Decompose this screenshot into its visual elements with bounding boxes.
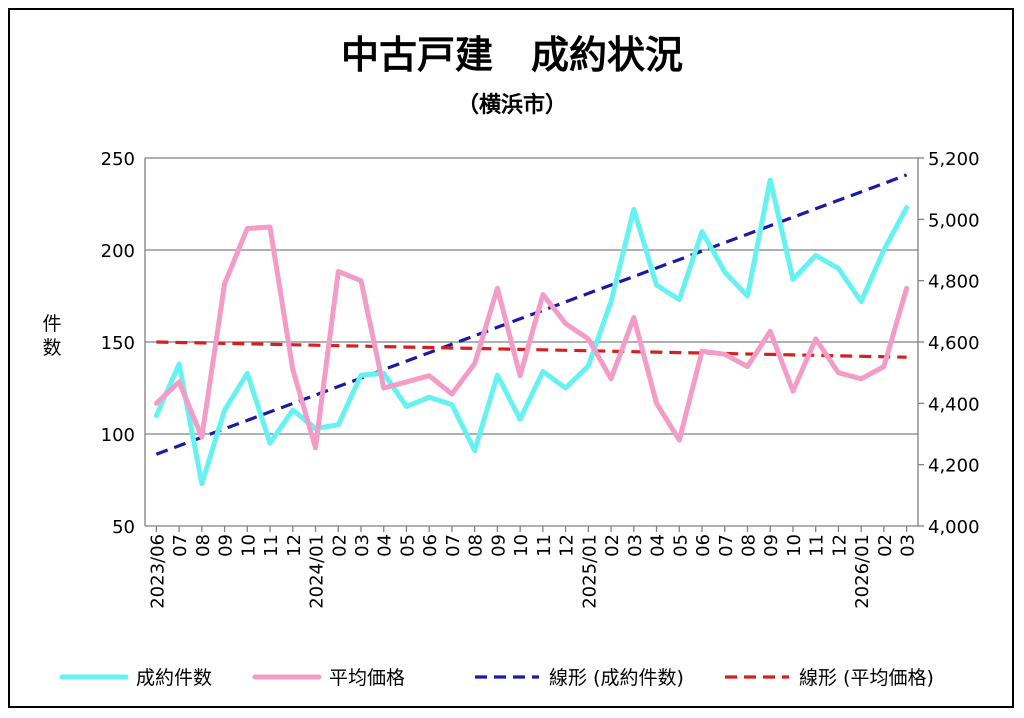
y-right-tick-label: 5,000 (928, 210, 980, 231)
chart-frame (8, 8, 1014, 708)
x-tick-label: 09 (216, 534, 237, 557)
y-right-tick-label: 4,600 (928, 333, 980, 354)
x-tick-label: 2023/06 (147, 534, 168, 609)
legend-label: 線形 (平均価格) (799, 667, 934, 689)
x-tick-label: 04 (648, 534, 669, 557)
legend-label: 成約件数 (136, 667, 212, 689)
x-tick-label: 03 (898, 534, 919, 557)
series-line (153, 177, 910, 487)
series-line (155, 173, 908, 456)
series-line (156, 340, 907, 359)
series-group (153, 173, 910, 487)
y-right-tick-label: 4,000 (928, 517, 980, 538)
x-tick-label: 2024/01 (307, 534, 328, 609)
y-tick-label: 100 (101, 425, 135, 446)
chart-subtitle: （横浜市） (457, 92, 567, 118)
series-line (153, 224, 910, 451)
legend-label: 平均価格 (329, 667, 405, 689)
x-tick-label: 08 (738, 534, 759, 557)
x-tick-label: 04 (375, 534, 396, 557)
legend: 成約件数 平均価格 線形 (成約件数) 線形 (平均価格) (59, 667, 934, 689)
y-tick-label: 50 (112, 517, 135, 538)
y-right-tick-label: 4,800 (928, 272, 980, 293)
y-axis-left-ticks: 50 100 150 200 250 (101, 149, 135, 538)
y-axis-label: 件数 (42, 313, 61, 359)
x-tick-label: 07 (716, 534, 737, 557)
y-tick-label: 200 (101, 241, 135, 262)
x-tick-label: 11 (261, 534, 282, 557)
x-tick-label: 02 (329, 534, 350, 557)
x-tick-label: 2026/01 (852, 534, 873, 609)
x-axis-ticks: 2023/06 07 08 09 10 11 12 2024/01 02 03 04 05 06 07 08… (147, 526, 919, 609)
x-tick-label: 02 (602, 534, 623, 557)
chart-title: 中古戸建 成約状況 (341, 33, 683, 77)
x-tick-label: 11 (807, 534, 828, 557)
y-axis-right-ticks: 4,000 4,200 4,400 4,600 4,800 5,000 5,200 (918, 149, 980, 538)
x-tick-label: 05 (397, 534, 418, 557)
x-tick-label: 10 (238, 534, 259, 557)
y-tick-label: 150 (101, 333, 135, 354)
x-tick-label: 10 (511, 534, 532, 557)
x-tick-label: 07 (170, 534, 191, 557)
x-tick-label: 05 (670, 534, 691, 557)
x-tick-label: 08 (466, 534, 487, 557)
y-right-tick-label: 4,400 (928, 394, 980, 415)
x-tick-label: 06 (693, 534, 714, 557)
x-tick-label: 03 (352, 534, 373, 557)
x-tick-label: 09 (761, 534, 782, 557)
x-tick-label: 02 (875, 534, 896, 557)
y-right-tick-label: 4,200 (928, 456, 980, 477)
y-right-tick-label: 5,200 (928, 149, 980, 170)
x-tick-label: 12 (557, 534, 578, 557)
x-tick-label: 11 (534, 534, 555, 557)
y-tick-label: 250 (101, 149, 135, 170)
x-tick-label: 10 (784, 534, 805, 557)
x-tick-label: 12 (284, 534, 305, 557)
x-tick-label: 08 (193, 534, 214, 557)
x-tick-label: 2025/01 (579, 534, 600, 609)
x-tick-label: 12 (829, 534, 850, 557)
x-tick-label: 06 (420, 534, 441, 557)
x-tick-label: 03 (625, 534, 646, 557)
legend-label: 線形 (成約件数) (549, 667, 684, 689)
x-tick-label: 07 (443, 534, 464, 557)
x-tick-label: 09 (488, 534, 509, 557)
